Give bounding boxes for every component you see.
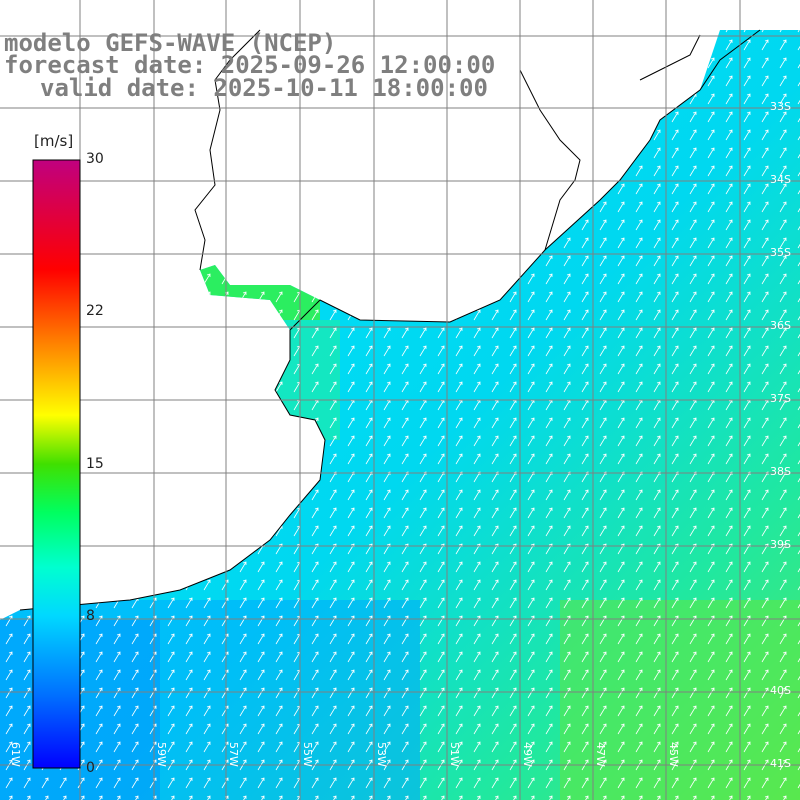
colorbar-tick: 0: [86, 760, 95, 776]
colorbar-tick: 15: [86, 456, 104, 472]
lagoon-line-2: [639, 34, 701, 81]
lat-label: 39S: [770, 538, 791, 551]
model-title: modelo GEFS-WAVE (NCEP): [4, 29, 337, 57]
colorbar-tick: 8: [86, 608, 95, 624]
lon-label: 45W: [667, 742, 680, 767]
lat-label: 34S: [770, 173, 791, 186]
lat-label: 38S: [770, 465, 791, 478]
colorbar-tick: 30: [86, 151, 104, 167]
lon-label: 59W: [155, 742, 168, 767]
lat-label: 35S: [770, 246, 791, 259]
lagoon-line: [519, 30, 581, 251]
lat-label: 40S: [770, 684, 791, 697]
lat-label: 36S: [770, 319, 791, 332]
colorbar-tick: 22: [86, 303, 104, 319]
forecast-date: forecast date: 2025-09-26 12:00:00: [4, 51, 496, 79]
colorbar-unit: [m/s]: [34, 132, 74, 150]
coastline: [19, 29, 761, 611]
lon-label: 51W: [448, 742, 461, 767]
lat-label: 37S: [770, 392, 791, 405]
lon-label: 55W: [301, 742, 314, 767]
border-line: [194, 29, 261, 271]
lon-label: 53W: [375, 742, 388, 767]
lon-label: 47W: [594, 742, 607, 767]
valid-date: valid date: 2025-10-11 18:00:00: [40, 74, 488, 102]
lon-label: 57W: [227, 742, 240, 767]
colorbar: [32, 159, 81, 769]
lat-label: 33S: [770, 100, 791, 113]
lon-label: 61W: [9, 742, 22, 767]
lon-label: 49W: [521, 742, 534, 767]
lat-label: 41S: [770, 757, 791, 770]
